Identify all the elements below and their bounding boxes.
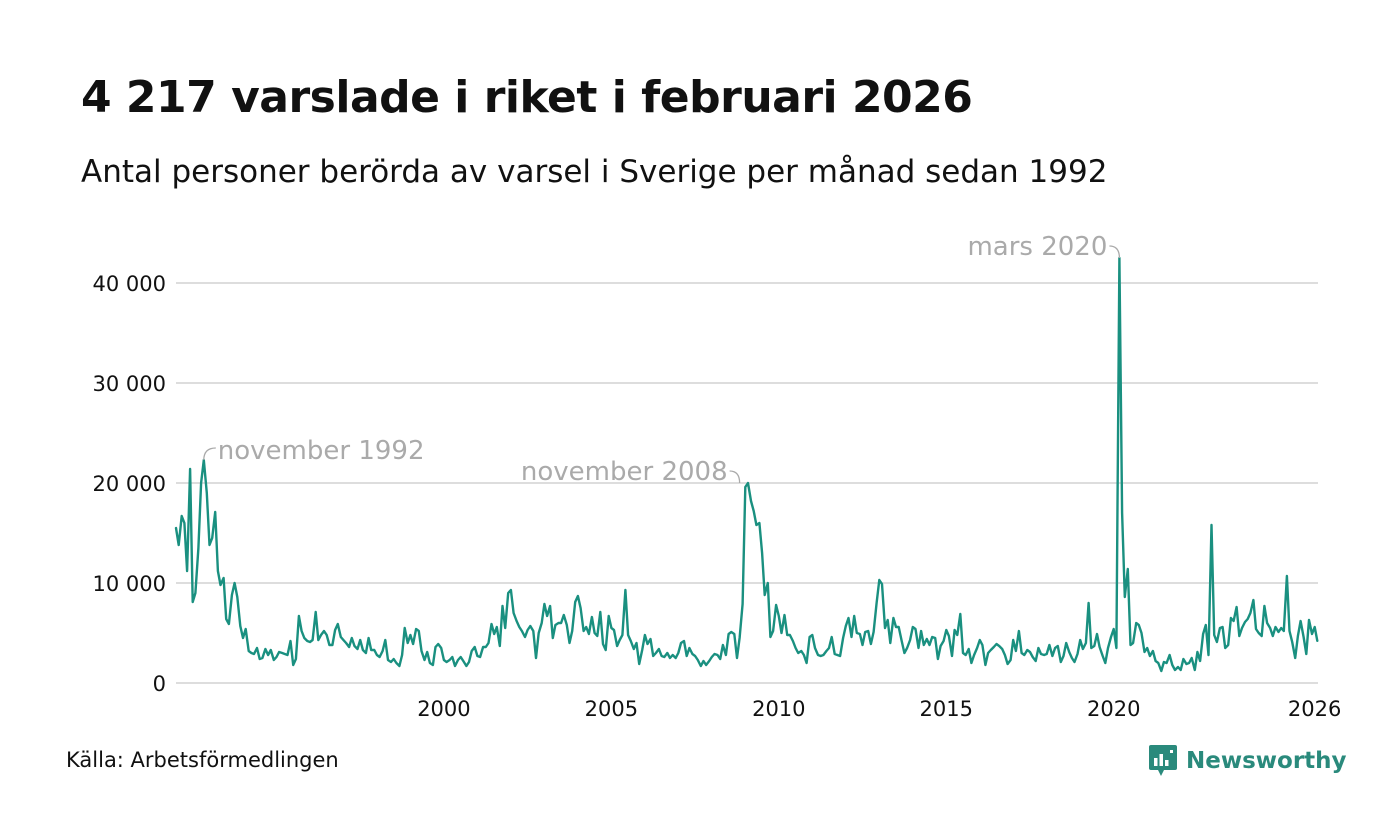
y-tick-label: 20 000 [93, 472, 166, 496]
annotation-label: november 1992 [218, 436, 425, 466]
annotation-connector [1109, 245, 1121, 259]
brand-logo[interactable]: Newsworthy [1148, 744, 1347, 778]
series-line-varslade [174, 256, 1319, 673]
annotation-connector [729, 470, 741, 484]
y-tick-label: 30 000 [93, 372, 166, 396]
brand-name: Newsworthy [1186, 748, 1347, 774]
x-tick-label: 2005 [585, 697, 638, 721]
newsworthy-logo-icon [1149, 745, 1177, 776]
x-tick-label: 2015 [920, 697, 973, 721]
y-tick-label: 0 [153, 672, 166, 696]
x-tick-label: 2026 [1288, 697, 1341, 721]
chart-title: 4 217 varslade i riket i februari 2026 [81, 72, 973, 123]
annotation-label: november 2008 [521, 457, 728, 487]
x-tick-label: 2010 [752, 697, 805, 721]
annotations: november 1992 november 2008 mars 2020 [203, 232, 1121, 487]
y-tick-label: 10 000 [93, 572, 166, 596]
annotation-connector [203, 447, 216, 461]
x-tick-label: 2020 [1087, 697, 1140, 721]
chart-subtitle: Antal personer berörda av varsel i Sveri… [81, 154, 1108, 190]
y-tick-label: 40 000 [93, 272, 166, 296]
y-axis-ticks: 0 10 000 20 000 30 000 40 000 [93, 272, 166, 696]
source-note: Källa: Arbetsförmedlingen [66, 748, 339, 772]
annotation-label: mars 2020 [967, 232, 1107, 262]
x-tick-label: 2000 [417, 697, 470, 721]
x-axis-ticks: 2000 2005 2010 2015 2020 2026 [417, 697, 1341, 721]
